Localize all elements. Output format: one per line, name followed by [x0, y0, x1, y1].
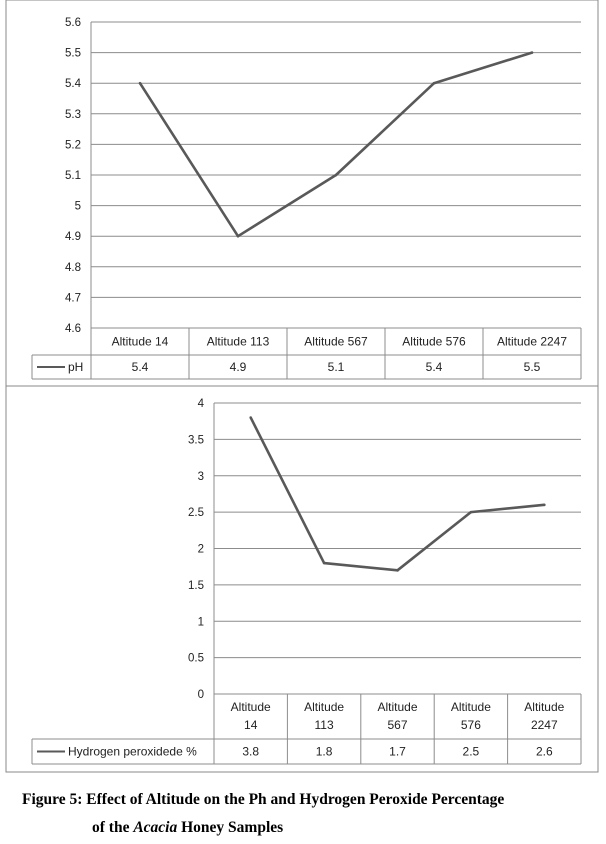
chart2-data-point: [322, 561, 326, 565]
chart2-table-value: 3.8: [242, 745, 259, 759]
chart2-category-label: Altitude 113: [304, 700, 344, 732]
chart2-series-line: [249, 416, 545, 572]
chart2-y-tick-label: 1.5: [188, 580, 204, 592]
chart2-y-tick-label: 0.5: [188, 653, 204, 665]
chart1-category-label: Altitude 113: [207, 335, 270, 349]
chart2-category-label: Altitude 14: [231, 700, 271, 732]
chart1-y-tick-label: 5: [75, 201, 81, 213]
chart1-table-value: 5.4: [426, 360, 443, 374]
chart1-category-label: Altitude 14: [112, 335, 169, 349]
chart1-y-tick-label: 5.6: [65, 17, 81, 29]
chart1-table-value: 5.1: [328, 360, 345, 374]
chart1-legend-label: pH: [68, 360, 83, 374]
chart1-data-point: [530, 51, 534, 54]
chart1-y-tick-label: 4.6: [65, 323, 81, 335]
chart2-y-tick-label: 2: [198, 544, 204, 556]
caption-prefix: of the: [92, 819, 134, 836]
chart2-data-point: [543, 503, 546, 507]
chart1-table-value: 5.4: [132, 360, 149, 374]
chart2-y-tick-label: 1: [198, 616, 204, 628]
chart1-y-tick-label: 4.8: [65, 262, 81, 274]
chart1-data-point: [138, 81, 142, 85]
chart2-y-tick-label: 2.5: [188, 507, 204, 519]
chart2-category-label: Altitude 576: [451, 700, 491, 732]
figure-caption-line2: of the Acacia Honey Samples: [92, 819, 606, 837]
chart2-table-value: 1.8: [316, 745, 333, 759]
chart2-y-tick-label: 4: [198, 398, 205, 410]
chart1-y-tick-label: 5.2: [65, 139, 81, 151]
figure-caption-line1: Figure 5: Effect of Altitude on the Ph a…: [22, 791, 505, 808]
chart1-y-tick-label: 5.1: [65, 170, 81, 182]
chart2-table-value: 2.5: [463, 745, 480, 759]
chart1-table-value: 4.9: [230, 360, 247, 374]
chart2-table-value: 1.7: [389, 745, 406, 759]
chart1-table-value: 5.5: [524, 360, 541, 374]
chart2-legend-label: Hydrogen peroxidede %: [68, 745, 197, 759]
chart1-category-label: Altitude 576: [402, 335, 466, 349]
chart2-category-label: Altitude 567: [377, 700, 417, 732]
chart2-data-point: [249, 416, 252, 419]
chart1-y-tick-label: 5.4: [65, 78, 82, 90]
chart1-y-tick-label: 5.3: [65, 109, 81, 121]
hydrogen-peroxide-chart: 4 3.5 3 2.5 2 1.5 1 0.5 0 Altitude 14 Altitude 113 Al…: [31, 398, 582, 765]
caption-suffix: Honey Samples: [177, 819, 284, 836]
chart1-y-tick-label: 4.7: [65, 292, 81, 304]
chart2-data-point: [469, 510, 473, 514]
chart2-border: [5, 385, 599, 773]
ph-chart: 5.6 5.5 5.4 5.3 5.2 5.1 5 4.9 4.8 4.7 4.6 Altitude …: [31, 17, 582, 380]
chart1-y-tick-label: 4.9: [65, 231, 81, 243]
chart1-data-point: [236, 234, 240, 238]
chart2-data-point: [396, 569, 399, 572]
chart1-data-point: [432, 81, 436, 85]
chart2-table-value: 2.6: [536, 745, 553, 759]
chart2-y-tick-label: 0: [198, 689, 204, 701]
chart2-y-tick-label: 3.5: [188, 434, 204, 446]
chart1-data-point: [334, 173, 338, 177]
chart2-category-label: Altitude 2247: [524, 700, 564, 732]
chart1-y-tick-label: 5.5: [65, 48, 81, 60]
chart1-category-label: Altitude 2247: [497, 335, 567, 349]
figure-charts: 5.6 5.5 5.4 5.3 5.2 5.1 5 4.9 4.8 4.7 4.6 Altitude …: [5, 0, 599, 773]
chart1-category-label: Altitude 567: [304, 335, 368, 349]
chart2-y-tick-label: 3: [198, 471, 204, 483]
caption-italic-genus: Acacia: [133, 819, 178, 836]
